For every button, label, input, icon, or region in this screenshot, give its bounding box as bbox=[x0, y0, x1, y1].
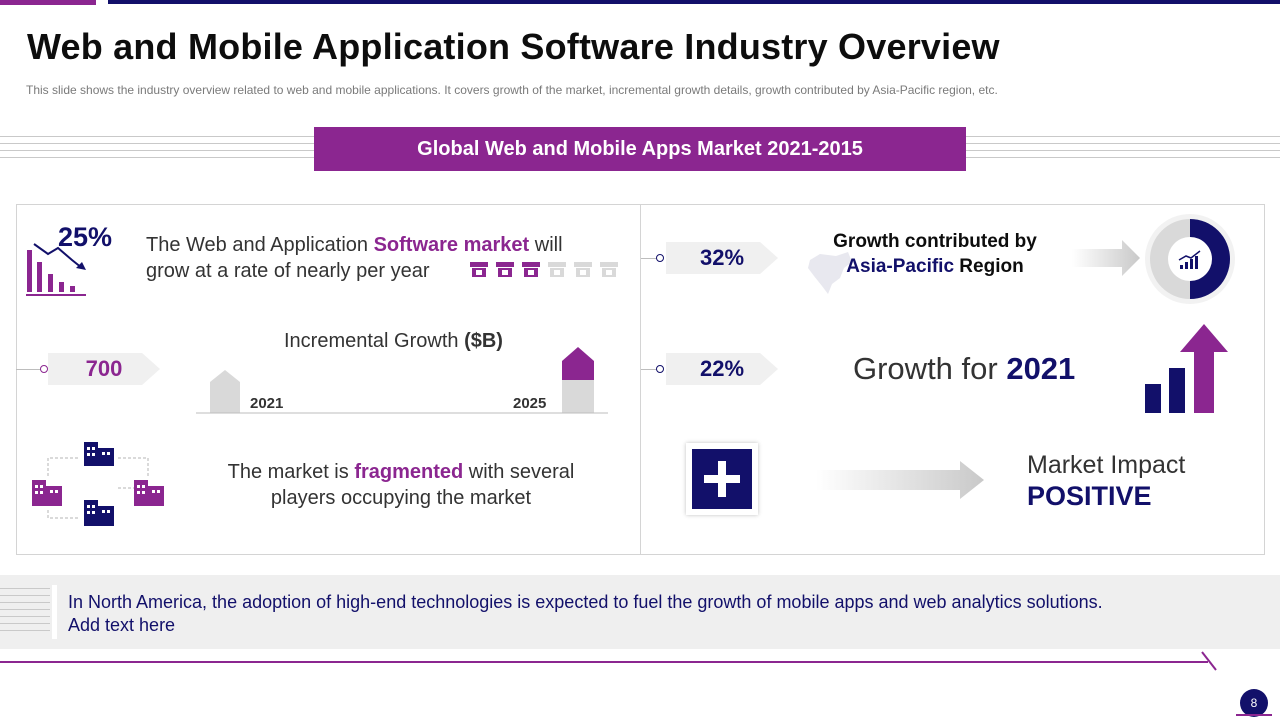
connector-dot bbox=[656, 254, 664, 262]
map-silhouette-icon bbox=[808, 252, 852, 294]
donut-mini-trend bbox=[1178, 250, 1201, 261]
stat-incremental-value: 700 bbox=[48, 353, 160, 385]
gradient-arrow-icon bbox=[816, 461, 984, 499]
stat-growth-2021-pct: 22% bbox=[666, 353, 778, 385]
stat-text-part: with several bbox=[463, 461, 575, 483]
label-text: Region bbox=[954, 256, 1024, 277]
buildings-network-icon bbox=[32, 442, 164, 526]
bottom-line-hook bbox=[1201, 651, 1217, 671]
stat-text-part: players occupying the market bbox=[270, 487, 532, 509]
stat-text-highlight: fragmented bbox=[354, 461, 464, 483]
connector-line bbox=[641, 369, 661, 370]
decorative-lines-left bbox=[0, 136, 314, 160]
page-subtitle: This slide shows the industry overview r… bbox=[26, 83, 998, 97]
footer-decorative-lines bbox=[0, 588, 50, 637]
growth-donut-icon bbox=[1145, 214, 1235, 304]
content-panel bbox=[16, 204, 1265, 555]
donut-mini-bar bbox=[1185, 262, 1188, 269]
stat-text-part: The market is bbox=[227, 461, 355, 483]
rating-icon-filled bbox=[470, 262, 488, 277]
incremental-growth-heading: Incremental Growth ($B) bbox=[284, 328, 503, 354]
connector-line bbox=[641, 258, 661, 259]
stat-asia-pacific-pct: 32% bbox=[666, 242, 778, 274]
top-accent-bar-navy bbox=[108, 0, 1280, 4]
rating-icon-filled bbox=[522, 262, 540, 277]
page-title: Web and Mobile Application Software Indu… bbox=[27, 26, 1000, 67]
rating-icons bbox=[470, 262, 618, 277]
stat-text-part: The Web and Application bbox=[146, 234, 374, 256]
stat-fragmented-text: The market is fragmented with several pl… bbox=[200, 459, 602, 511]
rating-icon-empty bbox=[548, 262, 566, 277]
stat-text-highlight: Software market bbox=[373, 234, 530, 256]
stat-text-part: will bbox=[529, 234, 563, 256]
plus-icon bbox=[692, 449, 752, 509]
stat-text-part: grow at a rate of nearly per year bbox=[146, 260, 430, 282]
gradient-arrow-icon bbox=[1072, 240, 1140, 276]
decorative-lines-right bbox=[966, 136, 1280, 160]
page-number: 8 bbox=[1240, 689, 1268, 717]
footer-band bbox=[0, 575, 1280, 649]
bottom-divider bbox=[0, 661, 1208, 663]
donut-mini-bar bbox=[1180, 265, 1183, 269]
donut-mini-bar bbox=[1195, 256, 1198, 269]
footer-accent-bar bbox=[52, 585, 57, 639]
connector-line bbox=[16, 369, 44, 370]
label-text: Growth for bbox=[853, 351, 1007, 386]
label-text: Market Impact bbox=[1027, 451, 1186, 479]
declining-chart-icon bbox=[26, 243, 86, 296]
stat-software-growth-pct: 25% bbox=[58, 222, 113, 252]
growth-2021-label: Growth for 2021 bbox=[853, 351, 1075, 387]
donut-mini-bar bbox=[1190, 259, 1193, 269]
footer-text: In North America, the adoption of high-e… bbox=[68, 591, 1103, 637]
year-end-label: 2025 bbox=[513, 395, 547, 412]
label-highlight: 2021 bbox=[1006, 351, 1076, 386]
heading-text: Incremental Growth bbox=[284, 330, 465, 352]
label-text: Growth contributed by bbox=[833, 231, 1037, 252]
connector-dot bbox=[656, 365, 664, 373]
year-start-label: 2021 bbox=[250, 395, 284, 412]
label-highlight: POSITIVE bbox=[1027, 481, 1152, 511]
footer-line-1: In North America, the adoption of high-e… bbox=[68, 592, 1103, 612]
heading-unit: ($B) bbox=[464, 330, 503, 352]
footer-line-2: Add text here bbox=[68, 615, 176, 635]
stat-software-growth-text: The Web and Application Software market … bbox=[146, 232, 563, 284]
asia-pacific-label: Growth contributed by Asia-Pacific Regio… bbox=[800, 229, 1070, 279]
section-banner: Global Web and Mobile Apps Market 2021-2… bbox=[314, 127, 966, 171]
panel-divider bbox=[640, 205, 641, 554]
rating-icon-filled bbox=[496, 262, 514, 277]
label-highlight: Asia-Pacific bbox=[846, 256, 955, 277]
top-accent-bar-purple bbox=[0, 0, 96, 5]
page-number-underline bbox=[1236, 714, 1272, 716]
market-impact-label: Market Impact POSITIVE bbox=[1027, 450, 1185, 513]
rating-icon-empty bbox=[600, 262, 618, 277]
rating-icon-empty bbox=[574, 262, 592, 277]
growth-bars-arrow-icon bbox=[1145, 324, 1228, 413]
incremental-growth-graphic bbox=[196, 347, 608, 414]
connector-dot bbox=[40, 365, 48, 373]
